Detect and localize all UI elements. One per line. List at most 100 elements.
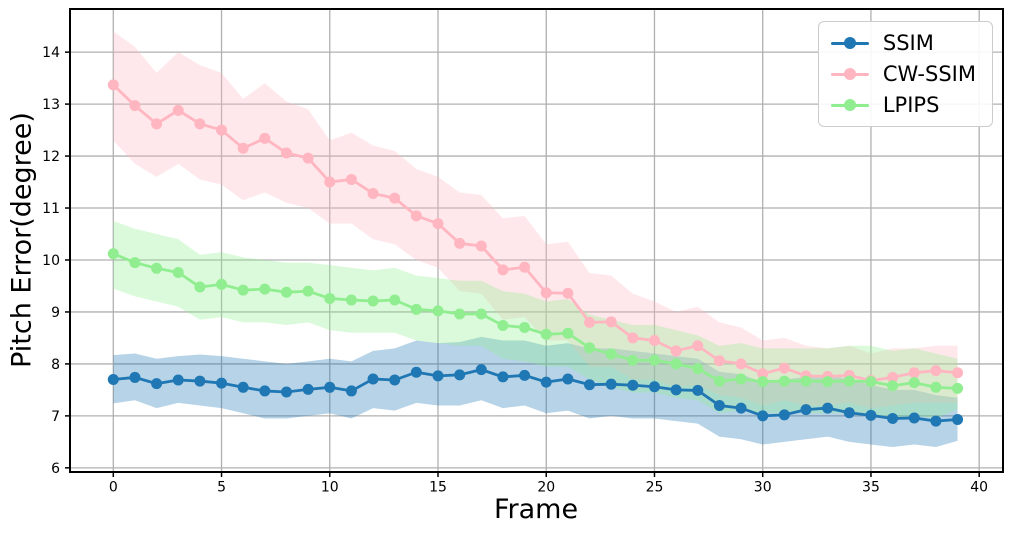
point-ssim	[584, 379, 596, 391]
point-cw-ssim	[584, 316, 596, 328]
point-ssim	[259, 385, 271, 397]
point-lpips	[259, 283, 271, 295]
point-lpips	[389, 294, 401, 306]
point-lpips	[129, 257, 141, 269]
point-cw-ssim	[887, 371, 899, 383]
point-lpips	[692, 363, 704, 375]
point-cw-ssim	[735, 358, 747, 370]
x-tick-label: 30	[754, 480, 772, 496]
point-ssim	[605, 378, 617, 390]
x-tick-label: 25	[646, 480, 664, 496]
point-ssim	[562, 373, 574, 385]
point-cw-ssim	[908, 367, 920, 379]
point-ssim	[410, 366, 422, 378]
x-tick-label: 15	[429, 480, 447, 496]
y-tick-label: 13	[42, 97, 60, 113]
legend-label: LPIPS	[882, 92, 940, 117]
band-lpips	[113, 221, 958, 419]
point-ssim	[497, 371, 509, 383]
point-lpips	[822, 376, 834, 388]
point-lpips	[432, 305, 444, 317]
x-axis-label: Frame	[493, 494, 579, 525]
y-tick-label: 8	[51, 357, 60, 373]
point-ssim	[367, 373, 379, 385]
point-lpips	[584, 342, 596, 354]
x-tick-label: 40	[970, 480, 988, 496]
point-cw-ssim	[302, 152, 314, 164]
point-ssim	[908, 412, 920, 424]
legend-item-cw-ssim: CW-SSIM	[830, 62, 976, 86]
y-tick-label: 11	[42, 201, 60, 217]
point-lpips	[519, 322, 531, 334]
point-ssim	[172, 374, 184, 386]
point-cw-ssim	[713, 355, 725, 367]
point-ssim	[952, 414, 964, 426]
point-ssim	[692, 384, 704, 396]
point-ssim	[822, 402, 834, 414]
point-ssim	[302, 383, 314, 395]
point-lpips	[216, 278, 228, 290]
point-cw-ssim	[367, 187, 379, 199]
point-cw-ssim	[562, 287, 574, 299]
point-lpips	[930, 381, 942, 393]
point-lpips	[757, 376, 769, 388]
point-lpips	[540, 328, 552, 340]
point-lpips	[237, 284, 249, 296]
point-cw-ssim	[605, 316, 617, 328]
point-cw-ssim	[952, 367, 964, 379]
point-ssim	[757, 410, 769, 422]
y-tick-label: 12	[42, 149, 60, 165]
point-ssim	[389, 374, 401, 386]
x-tick-label: 10	[321, 480, 339, 496]
point-lpips	[735, 373, 747, 385]
point-cw-ssim	[475, 240, 487, 252]
point-ssim	[540, 376, 552, 388]
x-tick-label: 35	[862, 480, 880, 496]
point-cw-ssim	[930, 365, 942, 377]
point-lpips	[151, 262, 163, 274]
point-lpips	[800, 375, 812, 387]
gridlines	[70, 9, 1003, 472]
point-lpips	[454, 308, 466, 320]
y-tick-label: 9	[51, 305, 60, 321]
point-ssim	[345, 385, 357, 397]
point-ssim	[280, 386, 292, 398]
point-lpips	[887, 380, 899, 392]
point-lpips	[605, 348, 617, 360]
legend-dot-icon	[843, 37, 856, 49]
y-tick-label: 14	[42, 45, 60, 61]
legend-label: SSIM	[882, 30, 934, 55]
y-axis-label: Pitch Error(degree)	[6, 112, 38, 368]
point-ssim	[778, 409, 790, 421]
point-cw-ssim	[627, 332, 639, 344]
point-lpips	[107, 248, 119, 260]
point-cw-ssim	[172, 104, 184, 116]
point-lpips	[908, 377, 920, 389]
point-ssim	[887, 412, 899, 424]
point-lpips	[648, 354, 660, 366]
point-cw-ssim	[410, 210, 422, 222]
point-ssim	[237, 381, 249, 393]
point-lpips	[345, 294, 357, 306]
tick-labels: 0 5 10 15 20 25 30 35 40 6 7 8 9 10 11 12 13 14	[42, 45, 988, 495]
point-cw-ssim	[324, 176, 336, 188]
point-cw-ssim	[497, 264, 509, 276]
point-lpips	[410, 303, 422, 315]
band-cw-ssim	[113, 31, 958, 409]
point-ssim	[713, 399, 725, 411]
point-lpips	[627, 354, 639, 366]
point-ssim	[151, 378, 163, 390]
point-ssim	[843, 407, 855, 419]
line-lpips	[112, 252, 958, 390]
point-ssim	[735, 402, 747, 414]
x-tick-label: 20	[537, 480, 555, 496]
point-ssim	[129, 371, 141, 383]
point-lpips	[194, 281, 206, 293]
point-lpips	[280, 286, 292, 298]
point-ssim	[648, 381, 660, 393]
point-ssim	[194, 375, 206, 387]
band-ssim	[113, 336, 958, 448]
point-lpips	[367, 295, 379, 307]
